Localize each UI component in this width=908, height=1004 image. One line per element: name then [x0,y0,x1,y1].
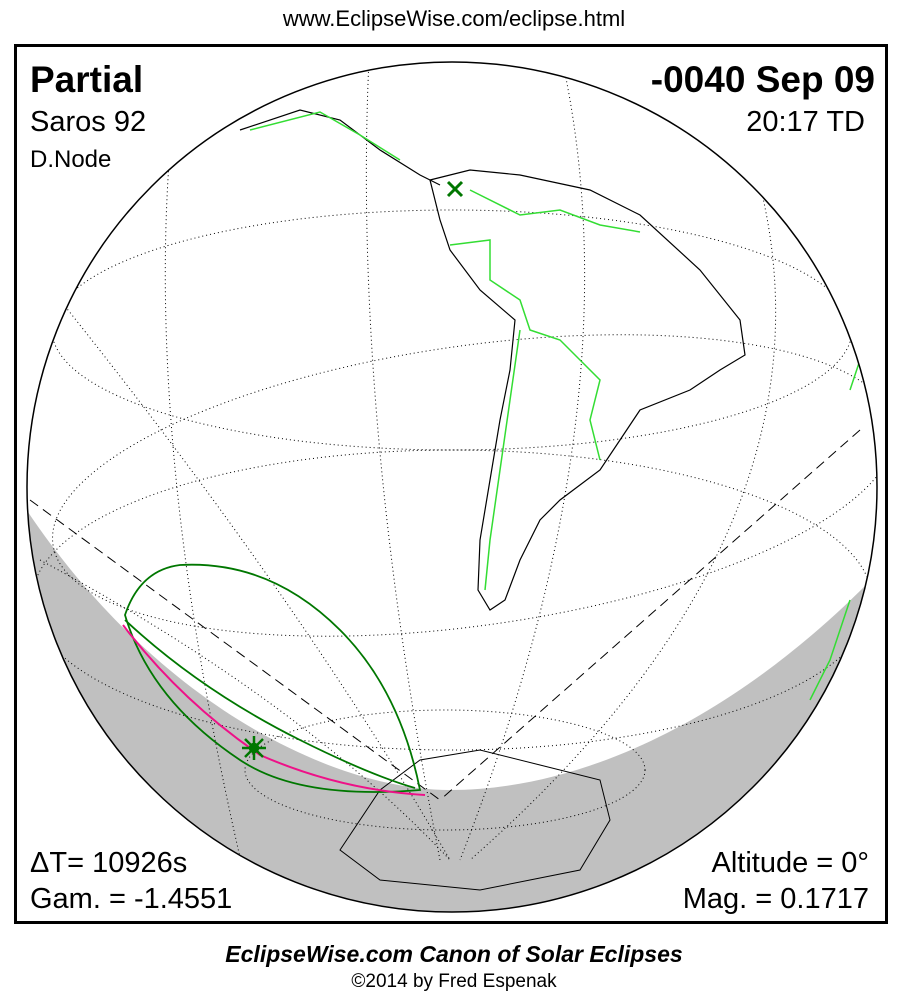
map-frame: Partial -0040 Sep 09 Saros 92 20:17 TD D… [14,44,888,924]
globe-map [26,61,878,913]
eclipse-inner-limit [124,619,416,789]
site-url: www.EclipseWise.com/eclipse.html [282,6,626,31]
antarctica-outline [339,749,611,891]
globe-outline [26,61,878,913]
day-region [27,62,877,790]
gamma: Gam. = -1.4551 [30,883,233,915]
footer-title: EclipseWise.com Canon of Solar Eclipses [225,941,683,967]
terminator-lines [29,429,861,801]
eclipse-outer-limit [124,563,422,793]
altitude: Altitude = 0° [711,847,869,879]
saros-number: Saros 92 [30,106,147,138]
south-america-outline [429,169,746,611]
eclipse-date: -0040 Sep 09 [650,59,875,100]
footer-copyright: ©2014 by Fred Espenak [351,971,557,992]
country-borders [249,111,641,591]
eclipse-time: 20:17 TD [746,106,865,138]
node-label: D.Node [30,146,112,173]
eclipse-type: Partial [30,59,144,100]
star-burst-icon [242,736,266,760]
magnitude: Mag. = 0.1717 [682,883,869,915]
delta-t: ΔT= 10926s [30,847,188,879]
x-mark-icon [446,180,464,198]
